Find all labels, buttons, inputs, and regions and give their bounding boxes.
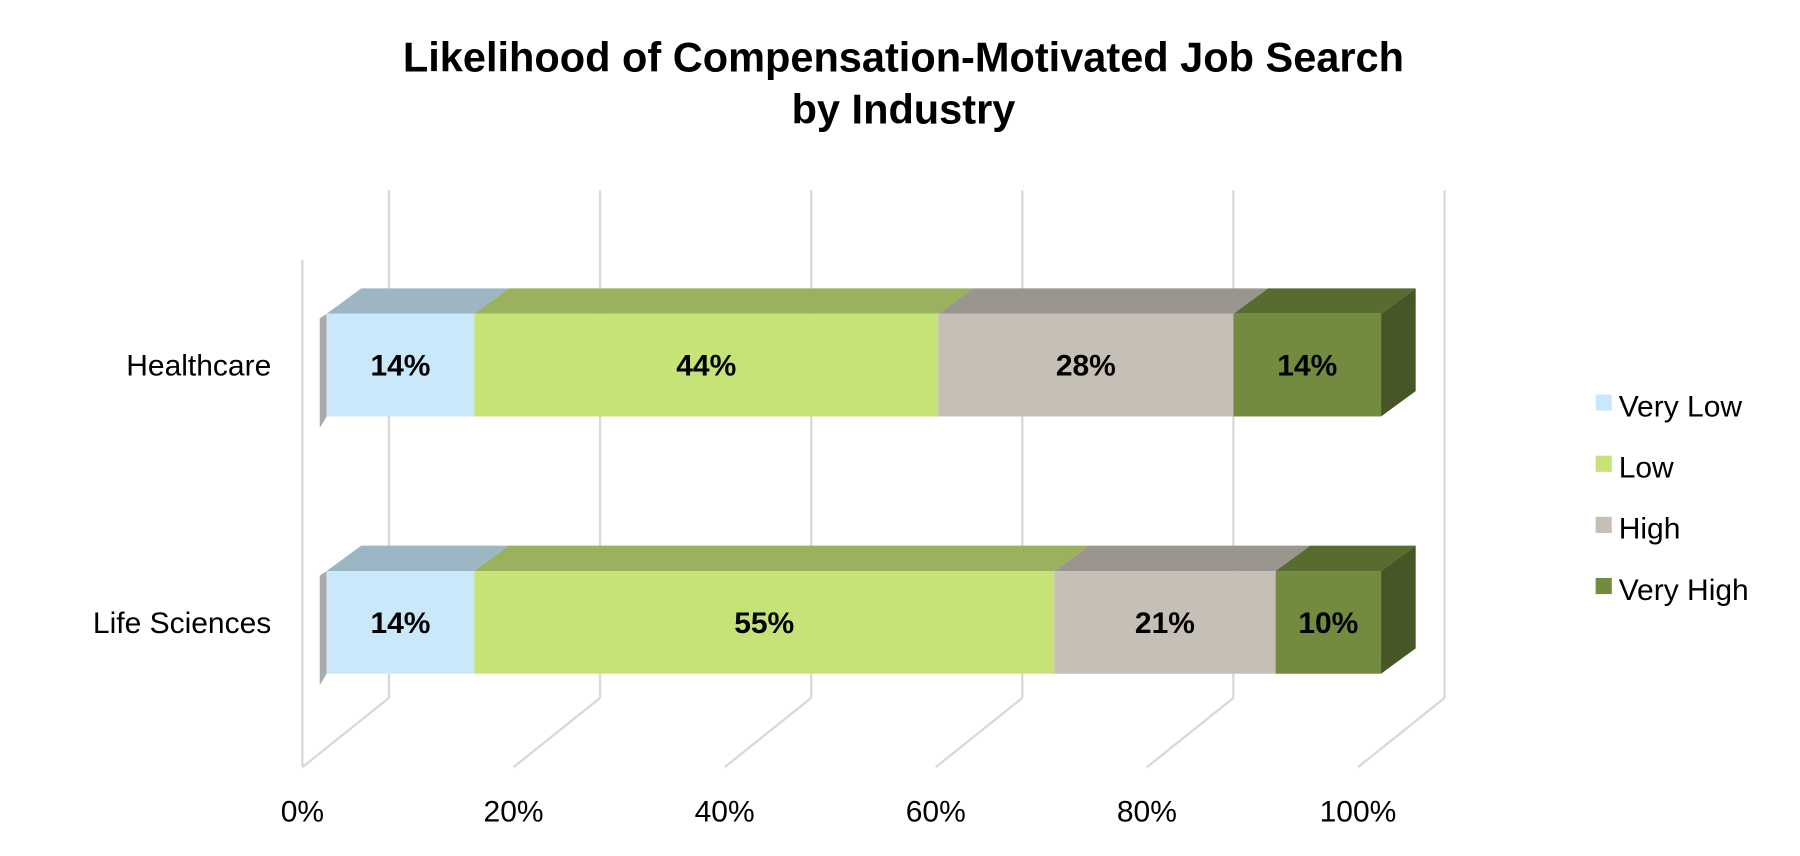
x-tick-label: 100%	[1320, 795, 1397, 828]
floor-gridline	[723, 697, 812, 769]
bars: 14% 44% 28% 14% 14% 55% 21% 10%	[319, 288, 1416, 686]
x-tick-label: 40%	[695, 795, 755, 828]
category-label: Life Sciences	[93, 607, 271, 640]
gridlines	[301, 190, 1446, 769]
data-label: 14%	[1277, 350, 1337, 383]
bar-segment	[938, 313, 1234, 417]
x-tick-label: 60%	[906, 795, 966, 828]
chart-title: Likelihood of Compensation-Motivated Job…	[403, 34, 1404, 81]
bar-segment-side	[1381, 288, 1416, 417]
x-tick-label: 80%	[1117, 795, 1177, 828]
bar-segment-top	[474, 288, 973, 314]
legend-label: Very High	[1619, 574, 1749, 607]
bar-segment-top	[326, 288, 509, 314]
bar-segment	[1054, 571, 1276, 674]
bar-shadow	[319, 313, 327, 428]
chart-subtitle: by Industry	[792, 85, 1016, 132]
bar-segment	[326, 313, 475, 417]
data-label: 14%	[370, 607, 430, 640]
floor-gridline	[512, 697, 601, 769]
bar-segment-side	[1381, 545, 1416, 674]
data-label: 10%	[1298, 607, 1358, 640]
bar-segment	[474, 313, 939, 417]
legend-swatch	[1595, 394, 1612, 411]
category-labels: Healthcare Life Sciences	[93, 350, 271, 640]
data-label: 14%	[370, 350, 430, 383]
bar-segment-top	[1233, 288, 1416, 314]
data-label: 44%	[676, 350, 736, 383]
floor-gridline	[1357, 697, 1446, 769]
floor-gridline	[301, 697, 390, 769]
bar-segment-top	[1275, 545, 1416, 572]
legend-label: Very Low	[1619, 390, 1743, 423]
category-label: Healthcare	[126, 350, 271, 383]
x-tick-label: 20%	[484, 795, 544, 828]
bar-segment-top	[326, 545, 509, 572]
bar-segment-top	[474, 545, 1089, 572]
legend-label: High	[1619, 513, 1681, 546]
legend: Very Low Low High Very High	[1595, 390, 1749, 607]
bar-segment	[1233, 313, 1382, 417]
legend-swatch	[1595, 455, 1612, 472]
bar-segment-top	[1054, 545, 1311, 572]
bar-segment-top	[938, 288, 1269, 314]
data-label: 55%	[734, 607, 794, 640]
legend-label: Low	[1619, 452, 1674, 485]
data-label: 28%	[1056, 350, 1116, 383]
bar-segment	[474, 571, 1055, 674]
floor-gridline	[935, 697, 1024, 769]
x-tick-label: 0%	[281, 795, 324, 828]
bar-shadow	[319, 571, 327, 686]
bar-segment	[326, 571, 475, 674]
data-label: 21%	[1135, 607, 1195, 640]
legend-swatch	[1595, 577, 1612, 595]
floor-gridline	[1146, 697, 1235, 769]
legend-swatch	[1595, 516, 1612, 533]
x-axis-ticks: 0% 20% 40% 60% 80% 100%	[281, 795, 1397, 828]
bar-segment	[1275, 571, 1382, 674]
